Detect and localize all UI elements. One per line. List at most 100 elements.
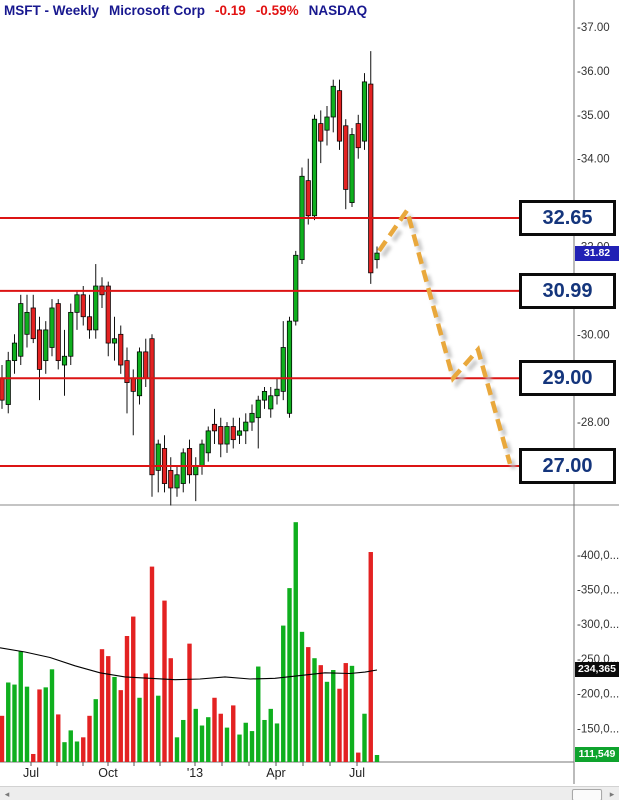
exchange-label: NASDAQ: [308, 3, 368, 18]
chart-header: MSFT - Weekly Microsoft Corp -0.19 -0.59…: [4, 3, 367, 18]
volume-bar: [81, 737, 86, 762]
volume-bar: [243, 722, 248, 762]
x-axis-label: '13: [187, 766, 203, 780]
volume-bar: [56, 714, 61, 762]
candle-body: [24, 311, 30, 335]
candle-body: [143, 351, 149, 379]
candle-body: [236, 430, 243, 436]
volume-bar: [149, 566, 155, 762]
candle-body: [93, 285, 99, 331]
candle-body: [186, 448, 193, 476]
volume-bar: [49, 669, 55, 762]
candle-body: [68, 311, 74, 357]
candle-body: [336, 90, 343, 142]
volume-tick-label: -350,0...: [577, 585, 619, 597]
volume-bar: [281, 625, 286, 762]
candle-body: [74, 294, 80, 313]
candle-body: [86, 316, 93, 331]
candle-body: [343, 125, 349, 190]
volume-bar: [218, 713, 223, 762]
x-axis-label: Jul: [349, 766, 365, 780]
candle-body: [349, 134, 355, 203]
volume-bar: [249, 731, 255, 762]
volume-bar: [368, 552, 373, 762]
candle-body: [43, 329, 49, 362]
projection-line[interactable]: [377, 205, 513, 465]
volume-bar: [231, 705, 236, 762]
price-level-box[interactable]: 27.00: [519, 448, 616, 484]
price-tick-label: -28.00: [577, 417, 610, 429]
volume-bar: [224, 727, 230, 762]
candle-body: [361, 81, 368, 142]
company-name-label: Microsoft Corp: [109, 3, 206, 18]
horizontal-scrollbar[interactable]: ◂ ▸: [0, 786, 619, 800]
volume-bar: [187, 643, 192, 762]
volume-bar: [274, 723, 280, 762]
candle-body: [30, 307, 36, 340]
x-axis-label: Oct: [98, 766, 118, 780]
volume-bar: [268, 708, 273, 762]
price-level-box[interactable]: 29.00: [519, 360, 616, 397]
scrollbar-thumb[interactable]: [572, 789, 602, 800]
volume-bar: [168, 658, 173, 762]
volume-bar: [362, 713, 367, 762]
scroll-right-arrow-icon[interactable]: ▸: [609, 789, 615, 799]
candle-body: [130, 377, 136, 392]
candle-body: [274, 388, 280, 397]
candle-body: [249, 412, 255, 423]
candle-body: [318, 123, 324, 142]
volume-bar: [312, 658, 317, 762]
candle-body: [5, 360, 11, 405]
price-tick-label: -36.00: [577, 66, 610, 78]
volume-bar: [162, 600, 167, 762]
volume-bar: [0, 715, 5, 762]
candle-body: [374, 252, 380, 261]
volume-bar: [131, 616, 136, 762]
candle-body: [230, 426, 236, 441]
candle-body: [293, 254, 299, 322]
candle-body: [255, 399, 261, 419]
volume-bar: [337, 688, 342, 762]
volume-ma-badge: 234,365: [575, 662, 619, 677]
volume-bar: [256, 666, 261, 762]
volume-bar: [43, 687, 48, 762]
candle-body: [105, 285, 111, 344]
volume-bar: [12, 684, 17, 762]
scroll-left-arrow-icon[interactable]: ◂: [4, 789, 10, 799]
candle-body: [180, 452, 186, 484]
candle-body: [61, 355, 68, 366]
price-level-box[interactable]: 30.99: [519, 272, 616, 309]
price-level-box[interactable]: 32.65: [519, 199, 616, 236]
candle-body: [330, 85, 336, 118]
volume-tick-label: -400,0...: [577, 550, 619, 562]
candle-body: [311, 118, 318, 217]
candle-body: [55, 303, 61, 362]
volume-bar: [74, 741, 80, 762]
volume-bar: [124, 635, 130, 762]
candle-body: [155, 443, 161, 471]
volume-bar: [374, 754, 380, 762]
candle-body: [174, 474, 180, 489]
price-change-percent-label: -0.59%: [255, 3, 299, 18]
current-volume-badge: 111,549: [575, 747, 619, 762]
candle-body: [305, 180, 311, 217]
price-tick-label: -34.00: [577, 154, 610, 166]
volume-bar: [181, 719, 186, 762]
volume-bar: [299, 631, 305, 762]
volume-tick-label: -200,0...: [577, 689, 619, 701]
candle-body: [11, 342, 18, 362]
candle-body: [36, 329, 43, 370]
candle-body: [193, 465, 199, 476]
volume-bar: [262, 719, 267, 762]
candle-body: [243, 421, 249, 432]
volume-ma-line: [0, 647, 378, 681]
candle-body: [168, 470, 174, 489]
volume-bar: [37, 689, 42, 762]
volume-tick-label: -300,0...: [577, 619, 619, 631]
volume-bar: [349, 665, 355, 762]
candle-body: [80, 294, 86, 318]
volume-bar: [156, 695, 161, 762]
price-tick-label: -35.00: [577, 110, 610, 122]
volume-bar: [112, 676, 117, 762]
